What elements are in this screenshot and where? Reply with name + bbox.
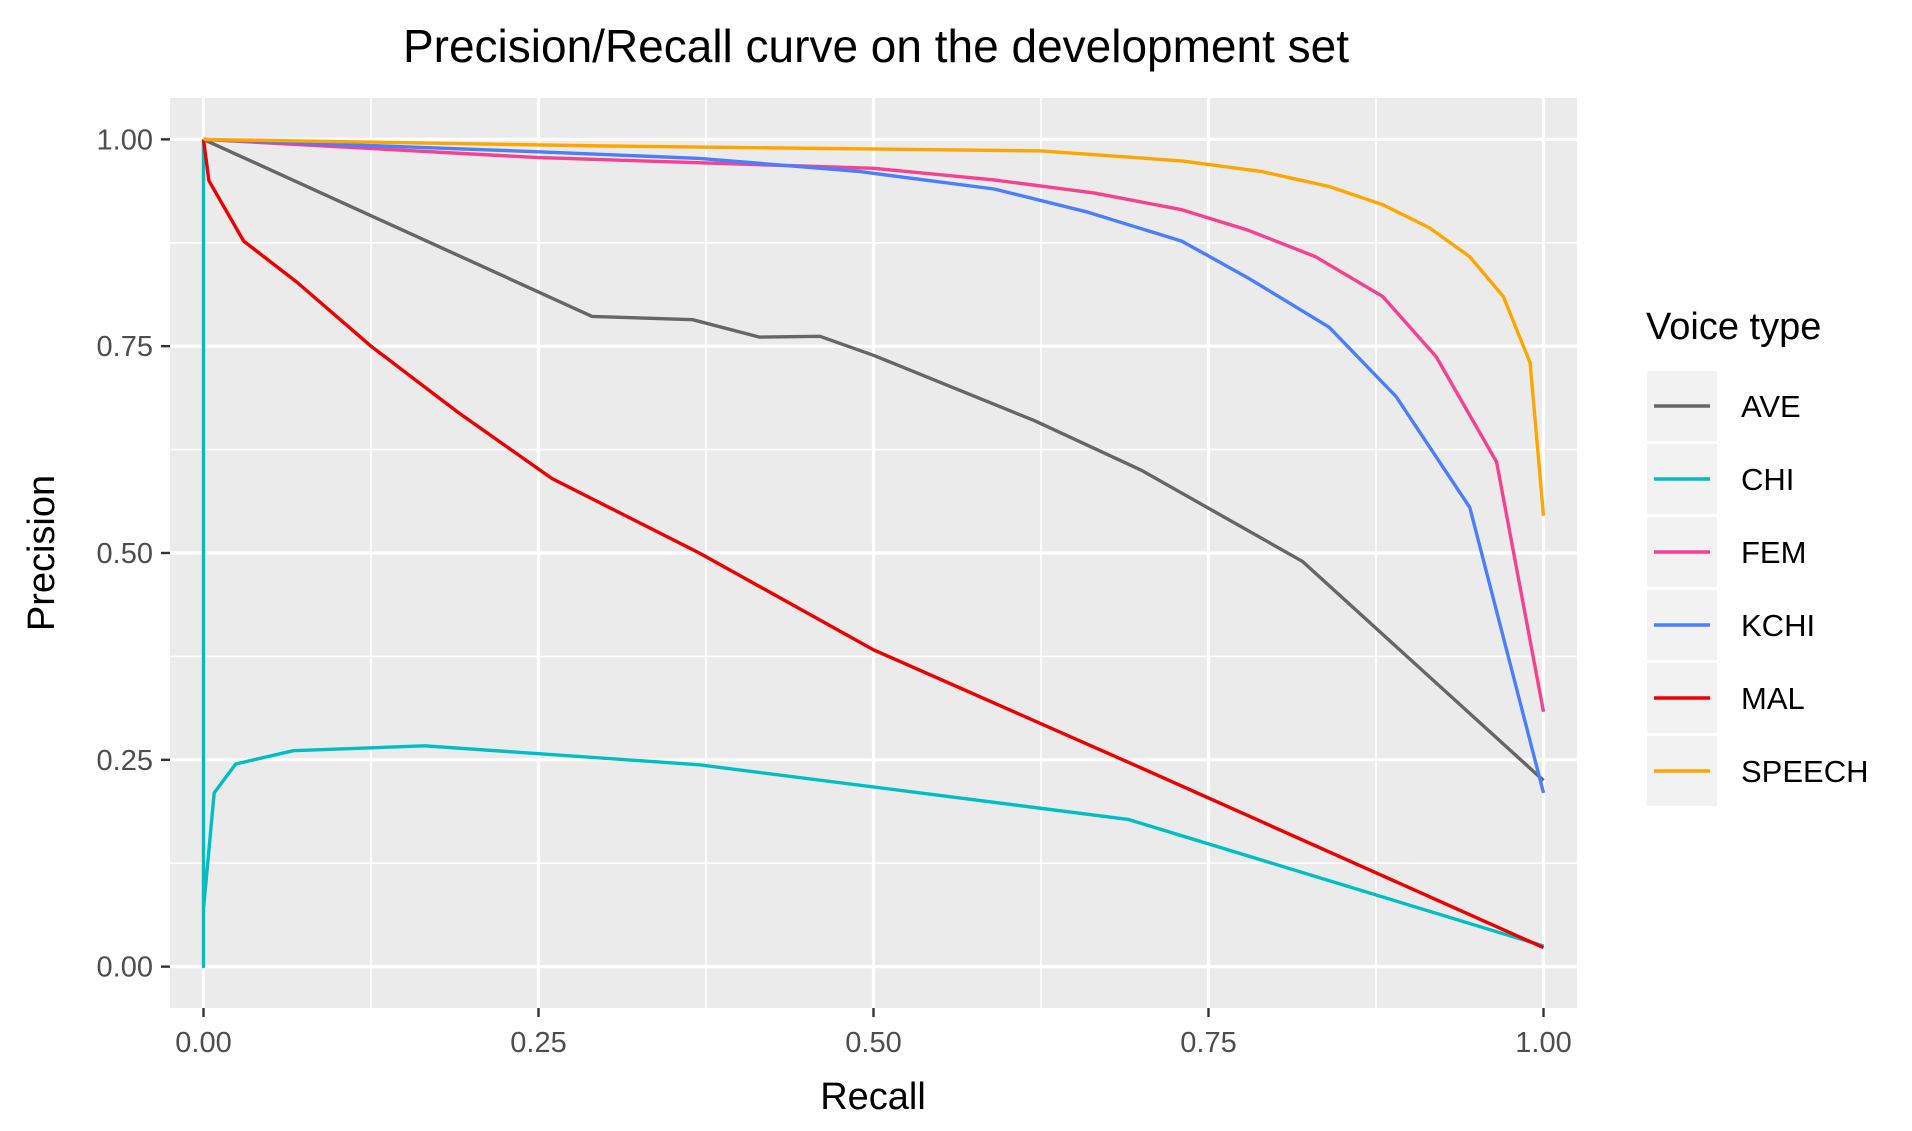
x-axis-ticks: 0.00 0.25 0.50 0.75 1.00 xyxy=(175,1008,1572,1059)
legend-label-chi: CHI xyxy=(1741,462,1794,497)
x-tick-label: 0.00 xyxy=(175,1027,231,1059)
x-tick-label: 0.75 xyxy=(1180,1027,1236,1059)
legend-items: AVE CHI FEM KCHI MAL SPEECH xyxy=(1647,371,1868,806)
legend-label-mal: MAL xyxy=(1741,681,1805,716)
y-tick-label: 0.75 xyxy=(97,331,153,363)
series-lines xyxy=(201,137,1546,969)
x-tick-label: 0.25 xyxy=(510,1027,566,1059)
y-tick-label: 0.25 xyxy=(97,745,153,777)
y-tick-label: 0.00 xyxy=(97,952,153,984)
y-axis-ticks: 0.00 0.25 0.50 0.75 1.00 xyxy=(97,124,170,984)
x-tick-label: 1.00 xyxy=(1515,1027,1571,1059)
y-tick-label: 0.50 xyxy=(97,538,153,570)
series-line-ave xyxy=(202,137,1545,782)
legend-label-speech: SPEECH xyxy=(1741,754,1868,789)
y-tick-label: 1.00 xyxy=(97,124,153,156)
legend: Voice type AVE CHI FEM KCHI MAL SPEECH xyxy=(1646,306,1868,806)
grid-major xyxy=(170,98,1577,1008)
series-line-chi xyxy=(201,139,1544,969)
legend-label-fem: FEM xyxy=(1741,535,1806,570)
series-line-speech xyxy=(203,137,1546,516)
series-line-kchi xyxy=(203,137,1546,794)
y-axis-title: Precision xyxy=(21,475,63,631)
series-line-mal xyxy=(201,139,1545,950)
legend-label-kchi: KCHI xyxy=(1741,608,1815,643)
chart-title: Precision/Recall curve on the developmen… xyxy=(403,20,1349,72)
legend-title: Voice type xyxy=(1646,306,1821,348)
legend-label-ave: AVE xyxy=(1741,389,1801,424)
x-tick-label: 0.50 xyxy=(845,1027,901,1059)
x-axis-title: Recall xyxy=(820,1076,926,1118)
